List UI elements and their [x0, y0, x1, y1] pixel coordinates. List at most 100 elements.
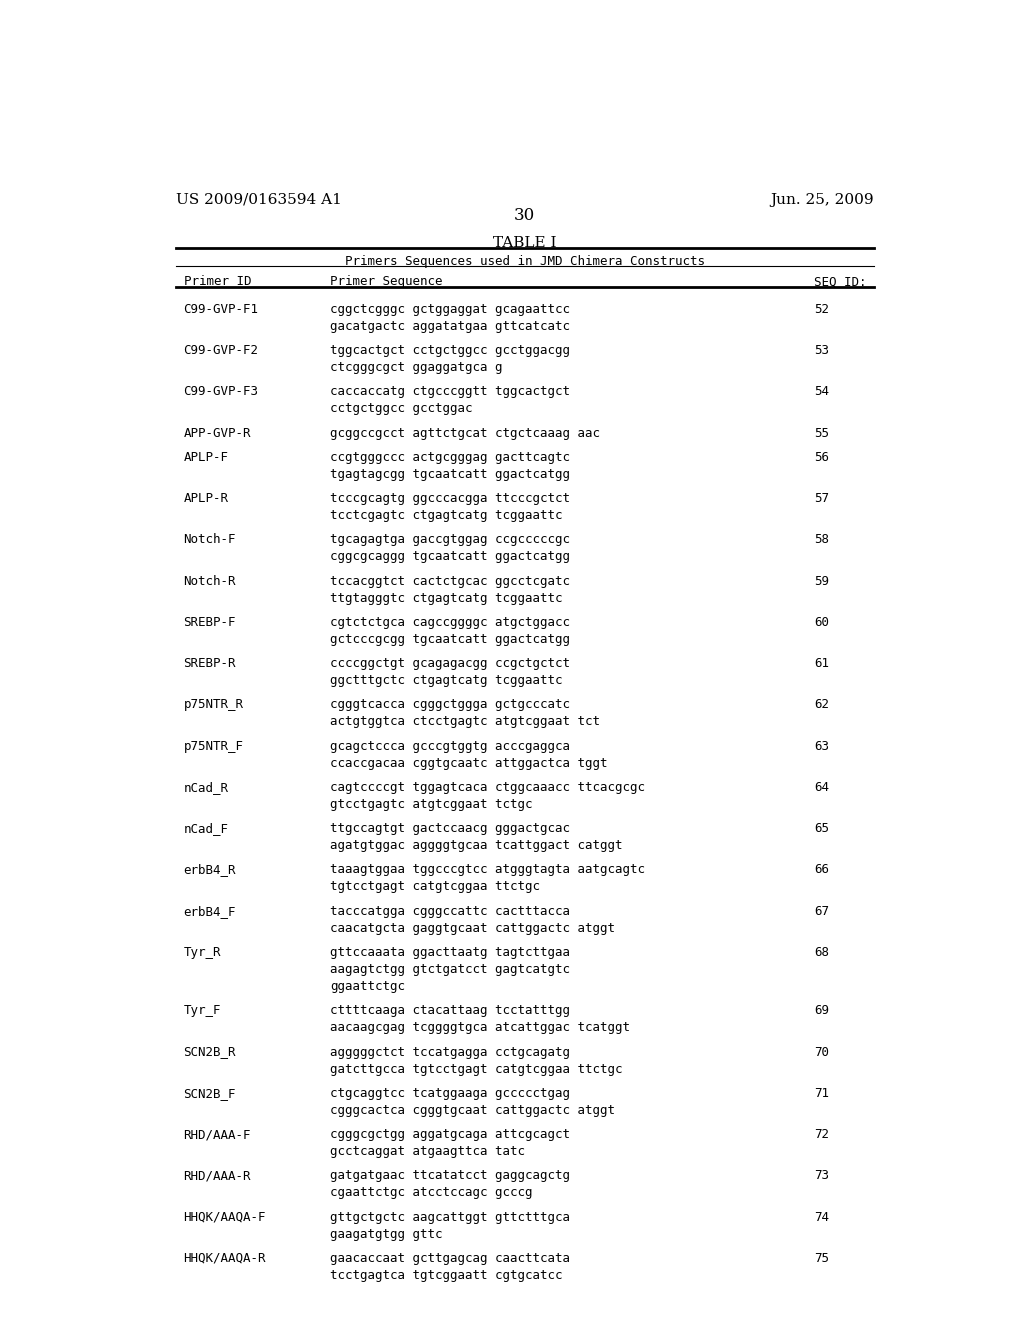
Text: 56: 56 [814, 450, 829, 463]
Text: SCN2B_R: SCN2B_R [183, 1045, 237, 1059]
Text: ctgcaggtcc tcatggaaga gccccctgag: ctgcaggtcc tcatggaaga gccccctgag [331, 1086, 570, 1100]
Text: 60: 60 [814, 615, 829, 628]
Text: 75: 75 [814, 1251, 829, 1265]
Text: Primer Sequence: Primer Sequence [331, 276, 442, 288]
Text: cggcgcaggg tgcaatcatt ggactcatgg: cggcgcaggg tgcaatcatt ggactcatgg [331, 550, 570, 564]
Text: Notch-R: Notch-R [183, 574, 237, 587]
Text: ggaattctgc: ggaattctgc [331, 979, 406, 993]
Text: 55: 55 [814, 426, 829, 440]
Text: APLP-R: APLP-R [183, 492, 228, 506]
Text: cgaattctgc atcctccagc gcccg: cgaattctgc atcctccagc gcccg [331, 1187, 532, 1200]
Text: 63: 63 [814, 739, 829, 752]
Text: tggcactgct cctgctggcc gcctggacgg: tggcactgct cctgctggcc gcctggacgg [331, 345, 570, 356]
Text: 68: 68 [814, 946, 829, 958]
Text: HHQK/AAQA-F: HHQK/AAQA-F [183, 1210, 266, 1224]
Text: C99-GVP-F3: C99-GVP-F3 [183, 385, 258, 399]
Text: ccgtgggccc actgcgggag gacttcagtc: ccgtgggccc actgcgggag gacttcagtc [331, 450, 570, 463]
Text: 53: 53 [814, 345, 829, 356]
Text: Primers Sequences used in JMD Chimera Constructs: Primers Sequences used in JMD Chimera Co… [345, 255, 705, 268]
Text: gatgatgaac ttcatatcct gaggcagctg: gatgatgaac ttcatatcct gaggcagctg [331, 1170, 570, 1183]
Text: gtcctgagtc atgtcggaat tctgc: gtcctgagtc atgtcggaat tctgc [331, 797, 532, 810]
Text: aagagtctgg gtctgatcct gagtcatgtc: aagagtctgg gtctgatcct gagtcatgtc [331, 964, 570, 975]
Text: Primer ID: Primer ID [183, 276, 251, 288]
Text: 70: 70 [814, 1045, 829, 1059]
Text: ggctttgctc ctgagtcatg tcggaattc: ggctttgctc ctgagtcatg tcggaattc [331, 675, 563, 688]
Text: gcagctccca gcccgtggtg acccgaggca: gcagctccca gcccgtggtg acccgaggca [331, 739, 570, 752]
Text: ttgccagtgt gactccaacg gggactgcac: ttgccagtgt gactccaacg gggactgcac [331, 822, 570, 836]
Text: ctcgggcgct ggaggatgca g: ctcgggcgct ggaggatgca g [331, 362, 503, 374]
Text: RHD/AAA-R: RHD/AAA-R [183, 1170, 251, 1183]
Text: actgtggtca ctcctgagtc atgtcggaat tct: actgtggtca ctcctgagtc atgtcggaat tct [331, 715, 600, 729]
Text: 62: 62 [814, 698, 829, 711]
Text: SCN2B_F: SCN2B_F [183, 1086, 237, 1100]
Text: gaacaccaat gcttgagcag caacttcata: gaacaccaat gcttgagcag caacttcata [331, 1251, 570, 1265]
Text: APLP-F: APLP-F [183, 450, 228, 463]
Text: cgggcgctgg aggatgcaga attcgcagct: cgggcgctgg aggatgcaga attcgcagct [331, 1129, 570, 1140]
Text: TABLE I: TABLE I [493, 236, 557, 249]
Text: taaagtggaa tggcccgtcc atgggtagta aatgcagtc: taaagtggaa tggcccgtcc atgggtagta aatgcag… [331, 863, 645, 876]
Text: gctcccgcgg tgcaatcatt ggactcatgg: gctcccgcgg tgcaatcatt ggactcatgg [331, 632, 570, 645]
Text: APP-GVP-R: APP-GVP-R [183, 426, 251, 440]
Text: gatcttgcca tgtcctgagt catgtcggaa ttctgc: gatcttgcca tgtcctgagt catgtcggaa ttctgc [331, 1063, 623, 1076]
Text: 52: 52 [814, 302, 829, 315]
Text: cgggcactca cgggtgcaat cattggactc atggt: cgggcactca cgggtgcaat cattggactc atggt [331, 1104, 615, 1117]
Text: cctgctggcc gcctggac: cctgctggcc gcctggac [331, 403, 473, 416]
Text: tcctcgagtc ctgagtcatg tcggaattc: tcctcgagtc ctgagtcatg tcggaattc [331, 510, 563, 521]
Text: 71: 71 [814, 1086, 829, 1100]
Text: ccccggctgt gcagagacgg ccgctgctct: ccccggctgt gcagagacgg ccgctgctct [331, 657, 570, 671]
Text: gcggccgcct agttctgcat ctgctcaaag aac: gcggccgcct agttctgcat ctgctcaaag aac [331, 426, 600, 440]
Text: cgtctctgca cagccggggc atgctggacc: cgtctctgca cagccggggc atgctggacc [331, 615, 570, 628]
Text: ttgtagggtc ctgagtcatg tcggaattc: ttgtagggtc ctgagtcatg tcggaattc [331, 591, 563, 605]
Text: Tyr_R: Tyr_R [183, 946, 221, 958]
Text: 65: 65 [814, 822, 829, 836]
Text: gacatgactc aggatatgaa gttcatcatc: gacatgactc aggatatgaa gttcatcatc [331, 319, 570, 333]
Text: 61: 61 [814, 657, 829, 671]
Text: SREBP-R: SREBP-R [183, 657, 237, 671]
Text: nCad_F: nCad_F [183, 822, 228, 836]
Text: 57: 57 [814, 492, 829, 506]
Text: 66: 66 [814, 863, 829, 876]
Text: gaagatgtgg gttc: gaagatgtgg gttc [331, 1228, 442, 1241]
Text: tcctgagtca tgtcggaatt cgtgcatcc: tcctgagtca tgtcggaatt cgtgcatcc [331, 1269, 563, 1282]
Text: C99-GVP-F2: C99-GVP-F2 [183, 345, 258, 356]
Text: tgtcctgagt catgtcggaa ttctgc: tgtcctgagt catgtcggaa ttctgc [331, 880, 541, 894]
Text: caacatgcta gaggtgcaat cattggactc atggt: caacatgcta gaggtgcaat cattggactc atggt [331, 921, 615, 935]
Text: nCad_R: nCad_R [183, 781, 228, 793]
Text: 69: 69 [814, 1005, 829, 1018]
Text: aacaagcgag tcggggtgca atcattggac tcatggt: aacaagcgag tcggggtgca atcattggac tcatggt [331, 1022, 631, 1035]
Text: gcctcaggat atgaagttca tatc: gcctcaggat atgaagttca tatc [331, 1146, 525, 1158]
Text: cggctcgggc gctggaggat gcagaattcc: cggctcgggc gctggaggat gcagaattcc [331, 302, 570, 315]
Text: tgcagagtga gaccgtggag ccgcccccgc: tgcagagtga gaccgtggag ccgcccccgc [331, 533, 570, 546]
Text: ccaccgacaa cggtgcaatc attggactca tggt: ccaccgacaa cggtgcaatc attggactca tggt [331, 756, 608, 770]
Text: p75NTR_R: p75NTR_R [183, 698, 244, 711]
Text: RHD/AAA-F: RHD/AAA-F [183, 1129, 251, 1140]
Text: agggggctct tccatgagga cctgcagatg: agggggctct tccatgagga cctgcagatg [331, 1045, 570, 1059]
Text: 72: 72 [814, 1129, 829, 1140]
Text: tgagtagcgg tgcaatcatt ggactcatgg: tgagtagcgg tgcaatcatt ggactcatgg [331, 467, 570, 480]
Text: 64: 64 [814, 781, 829, 793]
Text: gttccaaata ggacttaatg tagtcttgaa: gttccaaata ggacttaatg tagtcttgaa [331, 946, 570, 958]
Text: 30: 30 [514, 207, 536, 224]
Text: erbB4_R: erbB4_R [183, 863, 237, 876]
Text: tacccatgga cgggccattc cactttacca: tacccatgga cgggccattc cactttacca [331, 904, 570, 917]
Text: Notch-F: Notch-F [183, 533, 237, 546]
Text: SREBP-F: SREBP-F [183, 615, 237, 628]
Text: tccacggtct cactctgcac ggcctcgatc: tccacggtct cactctgcac ggcctcgatc [331, 574, 570, 587]
Text: 73: 73 [814, 1170, 829, 1183]
Text: US 2009/0163594 A1: US 2009/0163594 A1 [176, 193, 341, 207]
Text: 54: 54 [814, 385, 829, 399]
Text: agatgtggac aggggtgcaa tcattggact catggt: agatgtggac aggggtgcaa tcattggact catggt [331, 840, 623, 853]
Text: 67: 67 [814, 904, 829, 917]
Text: Tyr_F: Tyr_F [183, 1005, 221, 1018]
Text: 58: 58 [814, 533, 829, 546]
Text: cagtccccgt tggagtcaca ctggcaaacc ttcacgcgc: cagtccccgt tggagtcaca ctggcaaacc ttcacgc… [331, 781, 645, 793]
Text: C99-GVP-F1: C99-GVP-F1 [183, 302, 258, 315]
Text: erbB4_F: erbB4_F [183, 904, 237, 917]
Text: gttgctgctc aagcattggt gttctttgca: gttgctgctc aagcattggt gttctttgca [331, 1210, 570, 1224]
Text: cttttcaaga ctacattaag tcctatttgg: cttttcaaga ctacattaag tcctatttgg [331, 1005, 570, 1018]
Text: tcccgcagtg ggcccacgga ttcccgctct: tcccgcagtg ggcccacgga ttcccgctct [331, 492, 570, 506]
Text: caccaccatg ctgcccggtt tggcactgct: caccaccatg ctgcccggtt tggcactgct [331, 385, 570, 399]
Text: Jun. 25, 2009: Jun. 25, 2009 [770, 193, 873, 207]
Text: SEQ ID:: SEQ ID: [814, 276, 867, 288]
Text: 59: 59 [814, 574, 829, 587]
